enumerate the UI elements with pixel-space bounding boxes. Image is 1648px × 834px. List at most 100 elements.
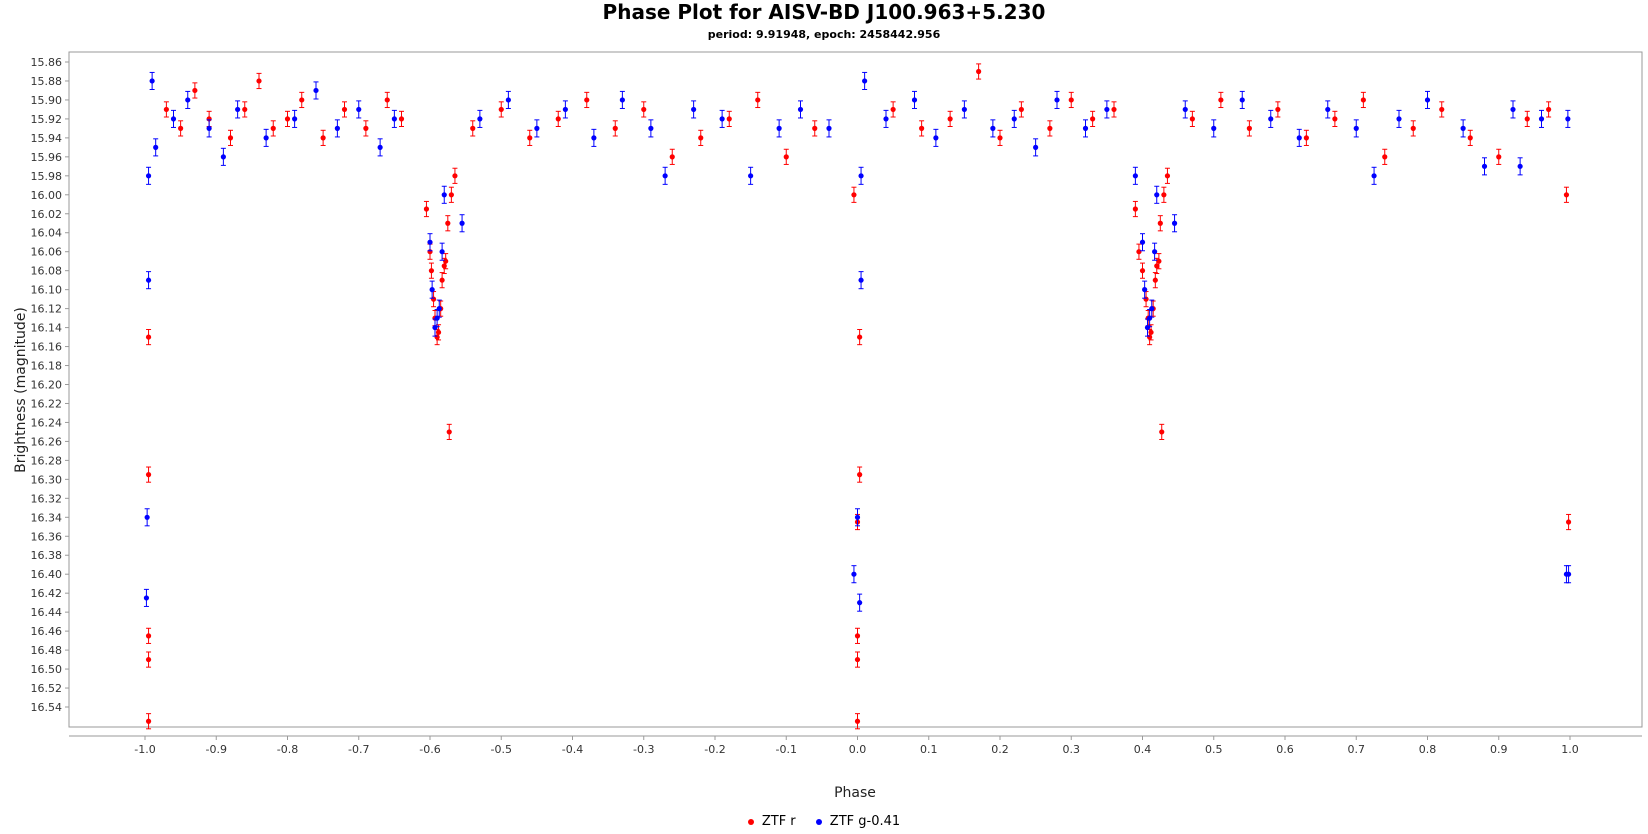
data-point bbox=[170, 116, 177, 122]
y-tick-label: 16.30 bbox=[31, 473, 63, 486]
data-point bbox=[1563, 192, 1570, 198]
data-point bbox=[1303, 135, 1309, 141]
data-point bbox=[1148, 329, 1154, 335]
data-point bbox=[270, 125, 276, 131]
y-tick-label: 15.98 bbox=[31, 170, 63, 183]
legend-item-ztf-g: ZTF g-0.41 bbox=[815, 814, 900, 829]
data-point bbox=[947, 116, 953, 122]
data-point bbox=[854, 656, 861, 663]
y-tick-label: 16.36 bbox=[31, 530, 63, 543]
data-point bbox=[1171, 220, 1178, 226]
x-tick-label: -0.5 bbox=[491, 743, 512, 756]
data-point bbox=[857, 600, 863, 606]
data-point bbox=[857, 472, 863, 478]
x-tick-label: 0.7 bbox=[1348, 743, 1366, 756]
data-point bbox=[435, 329, 442, 335]
y-tick-label: 16.04 bbox=[31, 227, 63, 240]
data-point bbox=[919, 125, 925, 131]
data-point bbox=[1246, 125, 1252, 131]
data-point bbox=[961, 106, 967, 113]
y-tick-label: 16.08 bbox=[31, 265, 63, 278]
data-point bbox=[1239, 97, 1245, 103]
data-point bbox=[1139, 239, 1146, 245]
data-point bbox=[976, 68, 982, 75]
data-point bbox=[1218, 97, 1224, 103]
data-point bbox=[1159, 429, 1165, 435]
series-layer bbox=[143, 63, 1572, 730]
data-point bbox=[439, 277, 445, 283]
data-point bbox=[1268, 116, 1274, 122]
data-point bbox=[256, 78, 262, 84]
data-point bbox=[427, 239, 433, 245]
data-point bbox=[477, 116, 483, 122]
data-point bbox=[748, 173, 754, 179]
y-axis-label: Brightness (magnitude) bbox=[13, 307, 29, 473]
y-tick-label: 16.14 bbox=[31, 322, 63, 335]
data-point bbox=[719, 116, 725, 122]
phase-plot: 15.86 15.88 15.90 15.92 15.94 15.96 15.98 16.00… bbox=[13, 51, 1643, 801]
data-point bbox=[363, 125, 369, 131]
data-point bbox=[470, 125, 476, 131]
data-point bbox=[436, 306, 442, 312]
data-point bbox=[299, 97, 305, 103]
legend-label-ztf-r: ZTF r bbox=[761, 814, 796, 829]
data-point bbox=[1371, 173, 1377, 179]
data-point bbox=[459, 220, 465, 226]
data-point bbox=[1154, 263, 1160, 269]
data-point bbox=[227, 135, 234, 141]
y-tick-label: 15.88 bbox=[31, 75, 63, 88]
series-1 bbox=[143, 71, 1572, 612]
chart-subtitle: period: 9.91948, epoch: 2458442.956 bbox=[707, 28, 941, 41]
y-tick-label: 16.06 bbox=[31, 246, 63, 259]
data-point bbox=[313, 87, 319, 94]
data-point bbox=[1011, 116, 1017, 122]
data-point bbox=[527, 135, 533, 141]
x-tick-label: 0.8 bbox=[1419, 743, 1437, 756]
data-point bbox=[429, 287, 435, 293]
data-point bbox=[648, 125, 654, 131]
data-point bbox=[1154, 192, 1160, 198]
data-point bbox=[391, 116, 397, 122]
data-point bbox=[498, 106, 504, 113]
data-point bbox=[755, 97, 761, 103]
data-point bbox=[242, 106, 248, 113]
x-axis: -1.0 -0.9 -0.8 -0.7 -0.6 -0.5 -0.4 -0.3 -0.2 -0.1… bbox=[69, 735, 1642, 756]
data-point bbox=[1152, 277, 1158, 283]
chart-title: Phase Plot for AISV-BD J100.963+5.230 bbox=[602, 0, 1046, 24]
data-point bbox=[1047, 125, 1053, 131]
data-point bbox=[192, 87, 198, 94]
data-point bbox=[1136, 249, 1142, 255]
y-tick-label: 16.16 bbox=[31, 341, 63, 354]
data-point bbox=[854, 633, 861, 639]
data-point bbox=[178, 125, 184, 131]
y-tick-label: 15.90 bbox=[31, 94, 63, 107]
data-point bbox=[149, 78, 155, 84]
data-point bbox=[1565, 116, 1571, 122]
data-point bbox=[1524, 116, 1530, 122]
data-point bbox=[448, 192, 454, 198]
data-point bbox=[145, 173, 152, 179]
data-point bbox=[669, 154, 675, 160]
y-axis: 15.86 15.88 15.90 15.92 15.94 15.96 15.98 16.00… bbox=[31, 56, 69, 714]
data-point bbox=[163, 106, 169, 113]
y-tick-label: 16.26 bbox=[31, 435, 63, 448]
y-tick-label: 16.54 bbox=[31, 701, 63, 714]
y-tick-label: 16.10 bbox=[31, 284, 63, 297]
series-0 bbox=[145, 63, 1572, 730]
y-tick-label: 15.94 bbox=[31, 132, 63, 145]
data-point bbox=[1439, 106, 1445, 113]
x-tick-label: 0.3 bbox=[1063, 743, 1081, 756]
y-tick-label: 16.52 bbox=[31, 682, 63, 695]
data-point bbox=[145, 718, 152, 724]
data-point bbox=[641, 106, 647, 113]
data-point bbox=[505, 97, 511, 103]
x-tick-label: 0.0 bbox=[849, 743, 867, 756]
data-point bbox=[145, 633, 152, 639]
legend: ZTF r ZTF g-0.41 bbox=[0, 814, 1648, 829]
data-point bbox=[145, 472, 152, 478]
data-point bbox=[1496, 154, 1502, 160]
data-point bbox=[1054, 97, 1060, 103]
data-point bbox=[534, 125, 540, 131]
data-point bbox=[1546, 106, 1552, 113]
x-tick-label: -0.3 bbox=[633, 743, 654, 756]
